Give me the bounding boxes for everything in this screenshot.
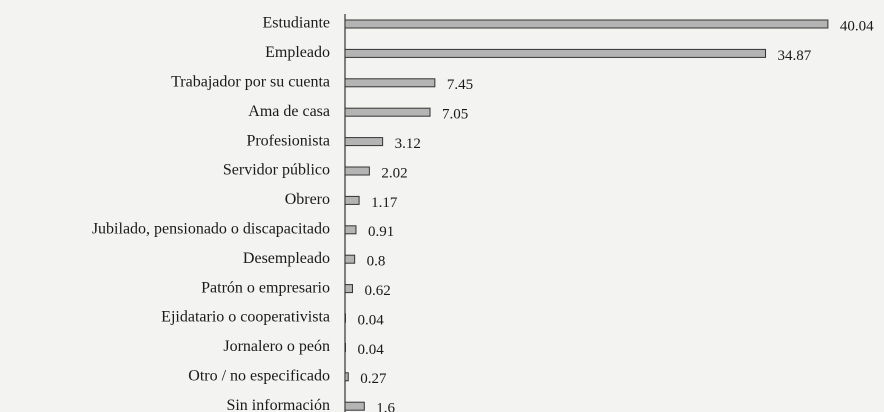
value-label: 0.27	[360, 371, 387, 387]
value-label: 1.17	[371, 195, 398, 211]
bar	[344, 107, 431, 117]
bar	[344, 401, 365, 411]
category-label: Profesionista	[246, 132, 330, 149]
category-label: Desempleado	[243, 250, 330, 267]
bar	[344, 284, 353, 294]
bar	[344, 195, 360, 205]
bar	[344, 225, 357, 235]
bar	[344, 372, 349, 382]
category-label: Otro / no especificado	[188, 367, 330, 384]
value-label: 40.04	[840, 18, 874, 34]
value-label: 3.12	[395, 136, 421, 152]
category-label: Trabajador por su cuenta	[171, 73, 330, 90]
category-label: Jubilado, pensionado o discapacitado	[92, 220, 330, 237]
category-label: Empleado	[265, 44, 330, 61]
value-label: 7.05	[442, 107, 468, 123]
category-label: Sin información	[226, 397, 330, 412]
bar	[344, 254, 356, 264]
value-label: 1.6	[376, 401, 395, 412]
category-label: Jornalero o peón	[223, 338, 330, 355]
bar	[344, 48, 767, 58]
value-label: 2.02	[381, 165, 407, 181]
category-label: Servidor público	[223, 162, 330, 179]
value-label: 0.8	[367, 254, 386, 270]
bar	[344, 78, 436, 88]
value-label: 34.87	[778, 48, 812, 64]
category-label: Patrón o empresario	[201, 279, 330, 296]
value-label: 0.04	[357, 312, 384, 328]
bar	[344, 137, 384, 147]
category-label: Obrero	[285, 191, 330, 208]
category-label: Ama de casa	[248, 103, 330, 120]
bar	[344, 19, 829, 29]
bar	[344, 166, 370, 176]
category-label: Ejidatario o cooperativista	[161, 309, 330, 326]
value-label: 0.62	[364, 283, 390, 299]
value-label: 0.91	[368, 224, 394, 240]
category-label: Estudiante	[262, 15, 330, 32]
value-label: 0.04	[357, 342, 384, 358]
value-label: 7.45	[447, 77, 473, 93]
